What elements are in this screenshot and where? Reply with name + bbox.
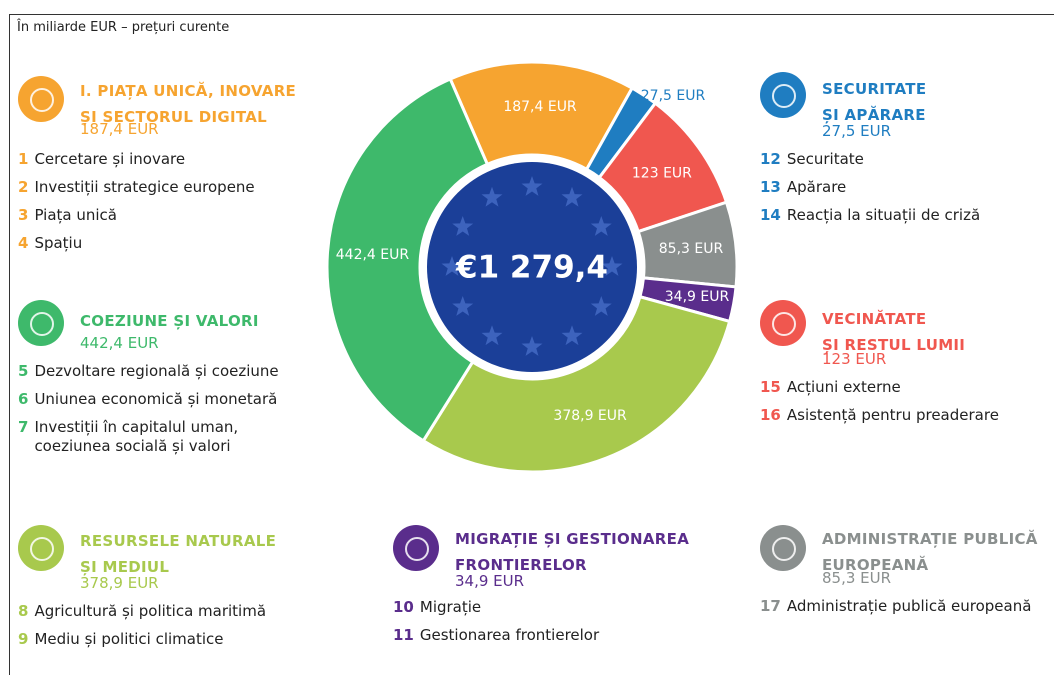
item-number: 9: [18, 630, 29, 648]
center-disk: [427, 162, 637, 372]
section-icon: [18, 76, 64, 122]
star: [452, 216, 474, 236]
star: [601, 256, 623, 276]
section-title: I. PIAȚA UNICĂ, INOVARE ȘI SECTORUL DIGI…: [80, 82, 297, 126]
frame: [9, 14, 1054, 675]
section-amount: 442,4 EUR: [80, 334, 159, 352]
star: [521, 336, 543, 356]
section-item: 3 Piața unică: [18, 206, 117, 225]
section-item: 10 Migrație: [393, 598, 481, 617]
item-number: 15: [760, 378, 781, 396]
section-icon: [760, 525, 806, 571]
item-number: 12: [760, 150, 781, 168]
section-item: 16 Asistență pentru preaderare: [760, 406, 999, 425]
section-title: MIGRAȚIE ȘI GESTIONAREA FRONTIERELOR: [455, 530, 690, 574]
item-label: Migrație: [419, 598, 482, 616]
item-number: 11: [393, 626, 414, 644]
section-item: 1 Cercetare și inovare: [18, 150, 185, 169]
value-label: 442,4 EUR: [336, 247, 410, 263]
section-item: 17 Administrație publică europeană: [760, 597, 1031, 616]
section-title: ADMINISTRAȚIE PUBLICĂ EUROPEANĂ: [822, 530, 1038, 574]
item-label: Cercetare și inovare: [34, 150, 186, 168]
item-number: 8: [18, 602, 29, 620]
star: [521, 176, 543, 196]
section-amount: 85,3 EUR: [822, 569, 892, 587]
star: [590, 296, 612, 316]
item-label: Apărare: [786, 178, 847, 196]
section-item: 15 Acțiuni externe: [760, 378, 901, 397]
item-label: Reacția la situații de criză: [786, 206, 981, 224]
section-item: 11 Gestionarea frontierelor: [393, 626, 599, 645]
item-number: 14: [760, 206, 781, 224]
value-label: 85,3 EUR: [659, 241, 724, 257]
section-title: VECINĂTATE ȘI RESTUL LUMII: [822, 310, 966, 354]
value-label: 378,9 EUR: [553, 408, 627, 424]
section-item: 5 Dezvoltare regională și coeziune: [18, 362, 279, 381]
section-amount: 123 EUR: [822, 350, 887, 368]
section-item: 9 Mediu și politici climatice: [18, 630, 224, 649]
section-item: 4 Spațiu: [18, 234, 82, 253]
section-item: 13 Apărare: [760, 178, 846, 197]
section-item: 12 Securitate: [760, 150, 864, 169]
section-icon: [18, 525, 64, 571]
donut-slice: [325, 77, 490, 443]
item-label: Asistență pentru preaderare: [786, 406, 999, 424]
value-label: 123 EUR: [632, 166, 692, 182]
item-label: Uniunea economică și monetară: [34, 390, 278, 408]
item-number: 2: [18, 178, 29, 196]
section-amount: 378,9 EUR: [80, 574, 159, 592]
star: [441, 256, 463, 276]
star: [561, 186, 583, 207]
value-label: 27,5 EUR: [641, 88, 706, 104]
star: [561, 325, 583, 346]
item-number: 3: [18, 206, 29, 224]
item-label: Acțiuni externe: [786, 378, 901, 396]
item-label: Dezvoltare regională și coeziune: [34, 362, 279, 380]
star: [481, 186, 503, 207]
section-icon: [760, 72, 806, 118]
item-number: 13: [760, 178, 781, 196]
section-item: 6 Uniunea economică și monetară: [18, 390, 277, 409]
star: [481, 325, 503, 346]
section-item: 14 Reacția la situații de criză: [760, 206, 980, 225]
item-number: 16: [760, 406, 781, 424]
item-label: Securitate: [786, 150, 864, 168]
item-number: 5: [18, 362, 29, 380]
section-item: 7 Investiții în capitalul uman, coeziunea…: [18, 418, 238, 456]
section-icon: [393, 525, 439, 571]
item-label: Administrație publică europeană: [786, 597, 1032, 615]
item-label: Agricultură și politica maritimă: [34, 602, 267, 620]
item-label: Investiții strategice europene: [34, 178, 255, 196]
item-number: 10: [393, 598, 414, 616]
section-item: 8 Agricultură și politica maritimă: [18, 602, 266, 621]
section-title: SECURITATE ȘI APĂRARE: [822, 80, 927, 124]
item-label: Investiții în capitalul uman, coeziunea …: [34, 418, 239, 455]
section-item: 2 Investiții strategice europene: [18, 178, 255, 197]
star: [590, 216, 612, 236]
item-label: Piața unică: [34, 206, 117, 224]
item-label: Spațiu: [34, 234, 83, 252]
value-label: 34,9 EUR: [665, 289, 730, 305]
item-number: 7: [18, 418, 29, 436]
section-title: RESURSELE NATURALE ȘI MEDIUL: [80, 532, 277, 576]
subtitle: În miliarde EUR – prețuri curente: [17, 20, 230, 35]
item-number: 4: [18, 234, 29, 252]
item-label: Gestionarea frontierelor: [419, 626, 600, 644]
item-number: 17: [760, 597, 781, 615]
item-number: 6: [18, 390, 29, 408]
section-icon: [760, 300, 806, 346]
section-title: COEZIUNE ȘI VALORI: [80, 312, 259, 330]
section-amount: 27,5 EUR: [822, 122, 892, 140]
star: [452, 296, 474, 316]
section-amount: 187,4 EUR: [80, 120, 159, 138]
section-amount: 34,9 EUR: [455, 572, 525, 590]
value-label: 187,4 EUR: [503, 99, 577, 115]
item-number: 1: [18, 150, 29, 168]
item-label: Mediu și politici climatice: [34, 630, 224, 648]
donut-slice: [421, 294, 732, 474]
section-icon: [18, 300, 64, 346]
center-label: €1 279,4: [455, 250, 608, 286]
